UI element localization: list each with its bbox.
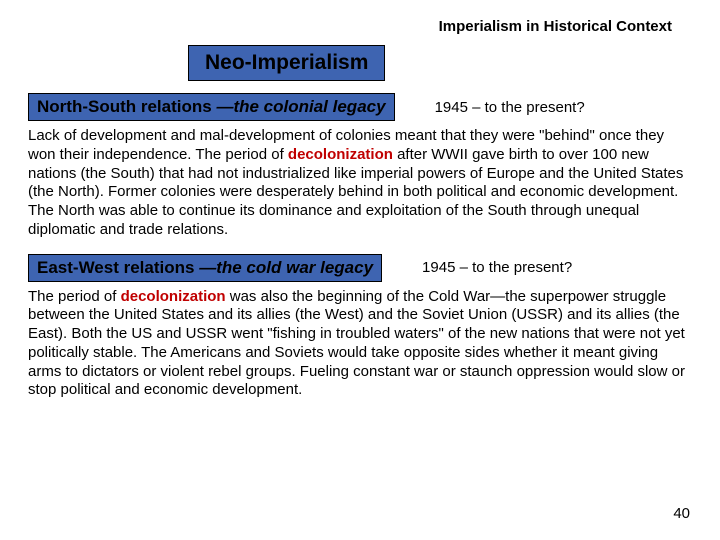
section1-label-bold: North-South relations (37, 97, 212, 116)
section1-label-italic: —the colonial legacy (216, 97, 385, 116)
title-box: Neo-Imperialism (188, 45, 385, 81)
section2-body-pre: The period of (28, 288, 121, 305)
section2-body: The period of decolonization was also th… (28, 288, 692, 401)
section1-keyword: decolonization (288, 146, 393, 163)
section2-label-bold: East-West relations (37, 258, 194, 277)
section1-date: 1945 – to the present? (435, 99, 585, 116)
section2-box: East-West relations —the cold war legacy (28, 254, 382, 282)
section2-date: 1945 – to the present? (422, 259, 572, 276)
section1-box: North-South relations —the colonial lega… (28, 93, 395, 121)
page-number: 40 (673, 505, 690, 522)
section2-row: East-West relations —the cold war legacy… (28, 254, 692, 282)
section1-body: Lack of development and mal-development … (28, 127, 692, 240)
section1-row: North-South relations —the colonial lega… (28, 93, 692, 121)
section2-label-italic: —the cold war legacy (199, 258, 373, 277)
page-header: Imperialism in Historical Context (28, 18, 692, 35)
section2-keyword: decolonization (121, 288, 226, 305)
